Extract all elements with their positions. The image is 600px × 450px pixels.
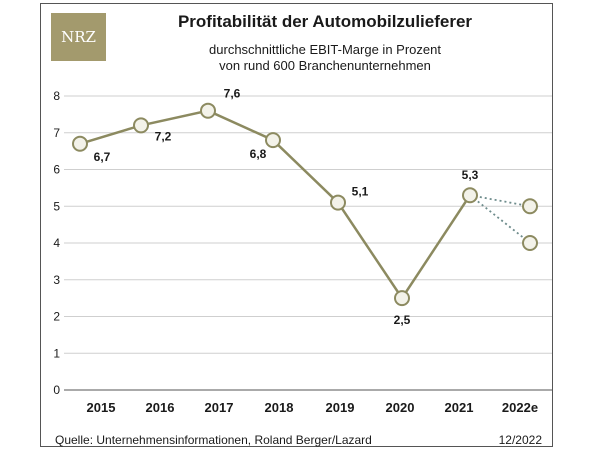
- publish-date: 12/2022: [498, 433, 542, 447]
- chart-subtitle: durchschnittliche EBIT-Marge in Prozent …: [110, 42, 540, 74]
- y-tick-label: 1: [53, 346, 60, 360]
- data-point: [330, 194, 346, 211]
- chart-frame: [40, 3, 553, 447]
- y-tick-label: 6: [53, 163, 60, 177]
- x-tick-label: 2018: [265, 400, 294, 415]
- data-label: 6,8: [250, 147, 267, 161]
- data-label: 7,6: [224, 87, 241, 101]
- x-tick-label: 2021: [445, 400, 474, 415]
- x-tick-label: 2017: [205, 400, 234, 415]
- data-point: [265, 132, 281, 149]
- data-label: 2,5: [394, 313, 411, 327]
- x-tick-label: 2016: [146, 400, 175, 415]
- data-label: 5,1: [352, 185, 369, 199]
- forecast-line: [469, 194, 531, 208]
- data-label: 5,3: [462, 168, 479, 182]
- y-tick-label: 4: [53, 236, 60, 250]
- x-tick-label: 2022e: [502, 400, 538, 415]
- x-tick-label: 2020: [386, 400, 415, 415]
- data-label: 7,2: [155, 129, 172, 143]
- nrz-logo: NRZ: [51, 13, 106, 61]
- forecast-line: [469, 194, 531, 244]
- data-label: 6,7: [94, 150, 111, 164]
- data-point: [72, 135, 88, 152]
- subtitle-line-2: von rund 600 Branchenunternehmen: [219, 58, 431, 73]
- chart-title: Profitabilität der Automobilzulieferer: [177, 12, 473, 31]
- x-tick-label: 2019: [326, 400, 355, 415]
- forecast-point: [522, 198, 538, 215]
- y-tick-label: 7: [53, 126, 60, 140]
- y-tick-label: 5: [53, 199, 60, 213]
- data-point: [133, 117, 149, 134]
- x-tick-label: 2015: [87, 400, 116, 415]
- source-note: Quelle: Unternehmensinformationen, Rolan…: [55, 433, 372, 447]
- data-point: [462, 187, 478, 204]
- y-tick-label: 8: [53, 89, 60, 103]
- y-tick-label: 0: [53, 383, 60, 397]
- data-point: [200, 102, 216, 119]
- y-tick-label: 2: [53, 310, 60, 324]
- subtitle-line-1: durchschnittliche EBIT-Marge in Prozent: [209, 42, 441, 57]
- data-point: [394, 290, 410, 307]
- forecast-point: [522, 235, 538, 251]
- y-tick-label: 3: [53, 273, 60, 287]
